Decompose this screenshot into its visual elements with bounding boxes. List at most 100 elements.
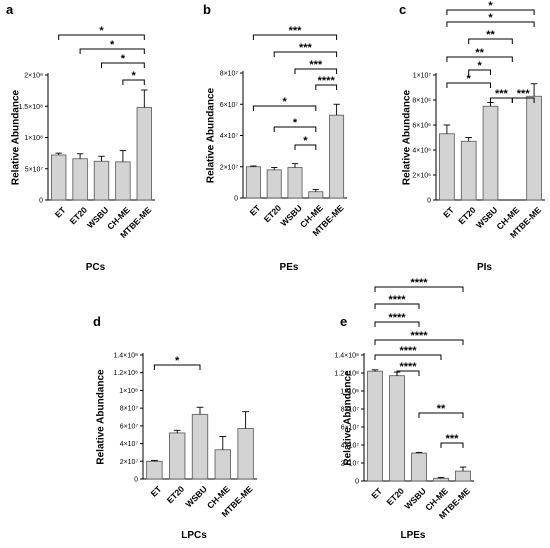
significance-bracket: **** <box>374 277 464 292</box>
panel-title: PIs <box>477 262 492 273</box>
bar-ET20 <box>266 169 282 199</box>
bar-WSBU <box>287 167 303 199</box>
significance-stars: * <box>293 117 298 129</box>
bracket-line <box>446 56 513 62</box>
bar-ET20 <box>169 432 186 480</box>
x-tick-label: WSBU <box>183 484 208 509</box>
bar-CH-ME <box>433 477 449 482</box>
significance-bracket: *** <box>440 433 464 448</box>
significance-stars: *** <box>446 433 460 445</box>
significance-stars: * <box>488 12 493 24</box>
y-tick-label: 1.4×10⁸ <box>334 353 359 360</box>
significance-bracket: * <box>101 53 145 68</box>
bar-MTBE-ME <box>526 95 542 201</box>
bracket-line <box>315 84 338 90</box>
bracket-line <box>374 354 442 360</box>
significance-bracket: * <box>273 117 317 132</box>
panel-d: d Relative Abundance 0 2×10⁷ 4×10⁷ 6×10⁷ 8×10⁷… <box>93 314 257 541</box>
bar-CH-ME <box>214 449 231 480</box>
significance-stars: * <box>99 25 104 37</box>
significance-bracket: ** <box>468 29 513 44</box>
y-tick-label: 8×10⁷ <box>220 71 239 78</box>
significance-stars: **** <box>410 277 428 289</box>
bracket-line <box>374 303 420 309</box>
significance-bracket: * <box>252 96 317 111</box>
y-tick-label: 4×10⁷ <box>120 441 139 448</box>
significance-stars: *** <box>495 88 509 100</box>
significance-bracket: ** <box>418 403 464 418</box>
significance-stars: * <box>488 0 493 12</box>
x-tick-label: ET <box>369 485 384 500</box>
y-tick-label: 6×10⁷ <box>120 423 139 430</box>
significance-stars: **** <box>410 330 428 342</box>
significance-stars: * <box>131 70 136 82</box>
significance-bracket: **** <box>374 330 464 345</box>
bracket-line <box>468 38 513 44</box>
bar-WSBU <box>411 452 427 482</box>
bracket-line <box>79 48 145 54</box>
significance-stars: **** <box>318 75 336 87</box>
y-tick-label: 1.5×10⁸ <box>18 104 43 111</box>
bracket-line <box>122 79 145 85</box>
significance-stars: ** <box>437 403 446 415</box>
bar-ET <box>439 133 455 201</box>
y-tick-label: 6×10⁷ <box>220 102 239 109</box>
significance-stars: ** <box>486 29 495 41</box>
panel-letter: a <box>6 2 14 17</box>
y-axis-label: Relative Abundance <box>205 87 216 183</box>
bar-ET20 <box>72 158 88 201</box>
y-axis-label: Relative Abundance <box>10 89 21 185</box>
y-tick-label: 4×10⁷ <box>220 133 239 140</box>
bar-ET <box>245 166 261 199</box>
significance-stars: **** <box>388 294 406 306</box>
bracket-line <box>273 51 338 57</box>
bracket-line <box>468 69 491 75</box>
y-tick-label: 0 <box>134 477 138 484</box>
bracket-line <box>446 9 535 15</box>
bracket-line <box>418 412 464 418</box>
y-tick-label: 4×10⁶ <box>412 148 431 155</box>
bracket-line <box>440 442 464 448</box>
y-tick-label: 1.2×10⁸ <box>334 371 359 378</box>
significance-stars: *** <box>289 25 303 37</box>
y-tick-label: 2×10⁷ <box>341 461 360 468</box>
significance-bracket: **** <box>396 361 420 376</box>
panel-title: PEs <box>280 262 299 273</box>
panel-title: LPEs <box>400 530 425 541</box>
significance-stars: * <box>110 39 115 51</box>
bracket-line <box>294 144 317 150</box>
significance-bracket: *** <box>511 88 535 103</box>
panel-letter: c <box>399 2 406 17</box>
y-tick-label: 1.4×10⁸ <box>113 353 138 360</box>
significance-stars: * <box>175 355 180 367</box>
significance-stars: **** <box>388 312 406 324</box>
significance-bracket: * <box>468 60 491 75</box>
significance-bracket: **** <box>374 312 420 327</box>
y-axis-label: Relative Abundance <box>95 369 106 465</box>
x-tick-label: ET <box>248 202 263 217</box>
x-tick-label: ET <box>53 204 68 219</box>
significance-stars: **** <box>399 345 417 357</box>
significance-bracket: * <box>446 12 535 27</box>
significance-stars: *** <box>309 59 323 71</box>
bar-WSBU <box>93 160 110 201</box>
bar-ET <box>51 154 67 201</box>
bar-ET20 <box>460 140 477 201</box>
significance-bracket: * <box>79 39 145 54</box>
y-tick-label: 6×10⁷ <box>341 425 360 432</box>
y-tick-label: 0 <box>39 198 43 205</box>
bar-MTBE-ME <box>455 470 471 482</box>
panel-letter: b <box>203 2 211 17</box>
bracket-line <box>374 321 420 327</box>
panel-a: a Relative Abundance 0 5×10⁷ 1×10⁸ 1.5×10⁸ 2×1… <box>6 2 155 273</box>
significance-stars: * <box>121 53 126 65</box>
y-tick-label: 1×10⁸ <box>119 388 138 395</box>
y-tick-label: 8×10⁷ <box>120 406 139 413</box>
y-tick-label: 2×10⁸ <box>24 73 43 80</box>
y-tick-label: 5×10⁷ <box>25 166 44 173</box>
y-tick-label: 1.2×10⁸ <box>113 370 138 377</box>
y-tick-label: 0 <box>355 479 359 486</box>
panel-title: LPCs <box>181 530 207 541</box>
x-tick-label: ET <box>441 204 456 219</box>
bracket-line <box>252 34 338 40</box>
